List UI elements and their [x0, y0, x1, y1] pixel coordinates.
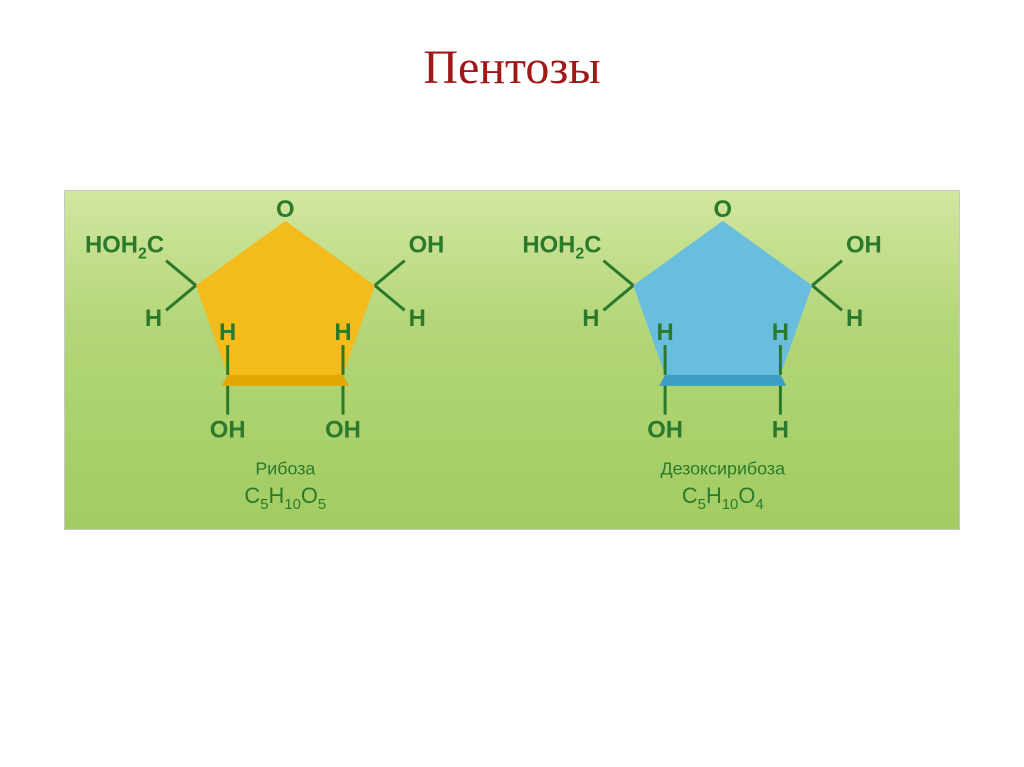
molecule-formula: C5H10O4 [682, 483, 764, 513]
label-oh: OH [409, 232, 445, 259]
label-h: H [145, 305, 162, 332]
label-hoh2c: HOH2C [85, 232, 164, 263]
molecule-deoxyribose: O HOH2C H OH H H H OH H Дезоксирибоз [522, 196, 881, 513]
pentagon-shape [196, 221, 375, 375]
bond [812, 261, 842, 286]
molecule-name: Дезоксирибоза [660, 458, 785, 478]
label-h: H [409, 305, 426, 332]
label-h: H [772, 319, 789, 346]
slide: Пентозы O [0, 0, 1024, 767]
pentagon-shape [633, 221, 812, 375]
atom-o-top: O [713, 196, 732, 223]
bond [375, 261, 405, 286]
label-oh: OH [325, 417, 361, 444]
pentagon-front [659, 375, 786, 386]
label-h: H [656, 319, 673, 346]
label-oh: OH [846, 232, 882, 259]
label-oh: OH [210, 417, 246, 444]
figure: O HOH2C H OH [64, 190, 960, 530]
label-h: H [772, 417, 789, 444]
molecule-ribose: O HOH2C H OH [85, 196, 444, 513]
atom-o-top: O [276, 196, 295, 223]
molecules-svg: O HOH2C H OH [65, 191, 959, 529]
molecule-name: Рибоза [255, 458, 315, 478]
label-oh: OH [647, 417, 683, 444]
bond [375, 285, 405, 310]
molecule-formula: C5H10O5 [244, 483, 326, 513]
bond [603, 261, 633, 286]
label-h: H [582, 305, 599, 332]
pentagon-front [222, 375, 349, 386]
bond [812, 285, 842, 310]
label-hoh2c: HOH2C [522, 232, 601, 263]
label-h: H [219, 319, 236, 346]
bond [166, 285, 196, 310]
label-h: H [846, 305, 863, 332]
bond [166, 261, 196, 286]
page-title: Пентозы [0, 0, 1024, 95]
bond [603, 285, 633, 310]
label-h: H [334, 319, 351, 346]
